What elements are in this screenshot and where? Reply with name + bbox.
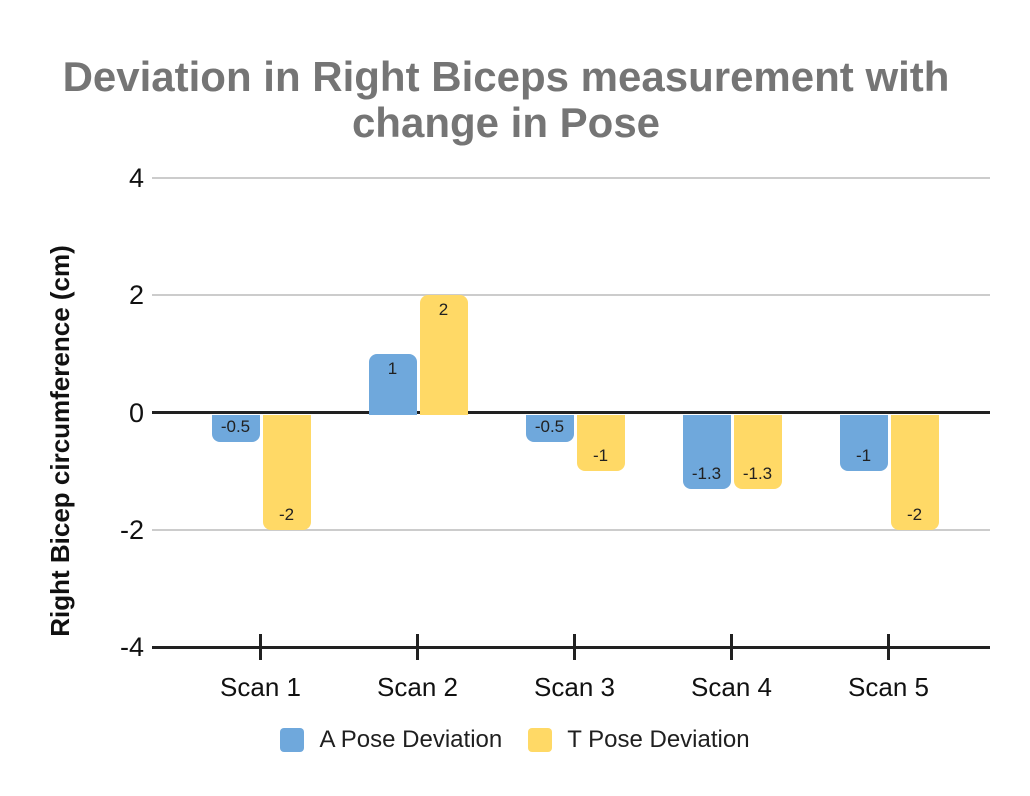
- bar-value-label: -2: [906, 504, 923, 524]
- gridline: [152, 528, 990, 531]
- x-axis-line: [152, 645, 990, 649]
- y-tick-label: -2: [119, 514, 144, 545]
- y-tick-label: 2: [128, 280, 144, 311]
- x-tick-label: Scan 4: [691, 672, 772, 702]
- chart-title-line-2: change in Pose: [351, 99, 661, 146]
- bar-a-pose-deviation-scan-1: [211, 414, 260, 442]
- bar-t-pose-deviation-scan-5: [890, 414, 939, 530]
- legend-item-a-pose-deviation: A Pose Deviation: [280, 726, 502, 754]
- legend-label: A Pose Deviation: [319, 726, 503, 753]
- x-tick-label: Scan 1: [220, 672, 301, 702]
- bar-value-label: -1: [855, 446, 872, 466]
- bar-t-pose-deviation-scan-1: [262, 414, 311, 530]
- x-axis-tick: [573, 634, 576, 660]
- bar-value-label: -2: [278, 504, 295, 524]
- x-axis-tick: [416, 634, 419, 660]
- legend-item-t-pose-deviation: T Pose Deviation: [528, 726, 750, 754]
- bar-a-pose-deviation-scan-5: [839, 414, 888, 472]
- legend-swatch-icon: [528, 728, 553, 752]
- y-tick-label: 0: [128, 397, 144, 428]
- bar-value-label: 1: [387, 358, 398, 378]
- bar-a-pose-deviation-scan-2: [368, 353, 417, 415]
- bar-value-label: -0.5: [534, 416, 565, 436]
- gridline: [152, 177, 990, 179]
- legend-label: T Pose Deviation: [567, 726, 750, 753]
- bar-a-pose-deviation-scan-3: [525, 414, 574, 442]
- gridline: [152, 294, 990, 297]
- x-axis-tick: [259, 634, 262, 660]
- chart-title-line-1: Deviation in Right Biceps measurement wi…: [62, 53, 950, 100]
- x-tick-label: Scan 2: [377, 672, 458, 702]
- zero-baseline: [152, 411, 990, 414]
- bar-t-pose-deviation-scan-3: [576, 414, 625, 472]
- bar-value-label: -0.5: [220, 416, 251, 436]
- x-tick-label: Scan 3: [534, 672, 615, 702]
- plot-area: -0.5 1 -0.5 -1.3 -1 -2 2 -1 -1.3 -2: [152, 177, 990, 660]
- bar-value-label: 2: [438, 300, 449, 320]
- legend: A Pose Deviation T Pose Deviation: [0, 726, 1030, 754]
- x-tick-label: Scan 5: [848, 672, 929, 702]
- bar-value-label: -1.3: [742, 463, 773, 483]
- bar-value-label: -1: [592, 446, 609, 466]
- legend-swatch-icon: [280, 728, 305, 752]
- bar-t-pose-deviation-scan-2: [419, 295, 468, 415]
- x-axis-tick: [887, 634, 890, 660]
- y-tick-label: 4: [128, 163, 144, 193]
- bar-t-pose-deviation-scan-4: [733, 414, 782, 489]
- bar-value-label: -1.3: [691, 463, 722, 483]
- y-tick-label: -4: [119, 632, 144, 662]
- chart-title: Deviation in Right Biceps measurement wi…: [46, 54, 966, 146]
- bar-a-pose-deviation-scan-4: [682, 414, 731, 489]
- x-axis-tick: [730, 634, 733, 660]
